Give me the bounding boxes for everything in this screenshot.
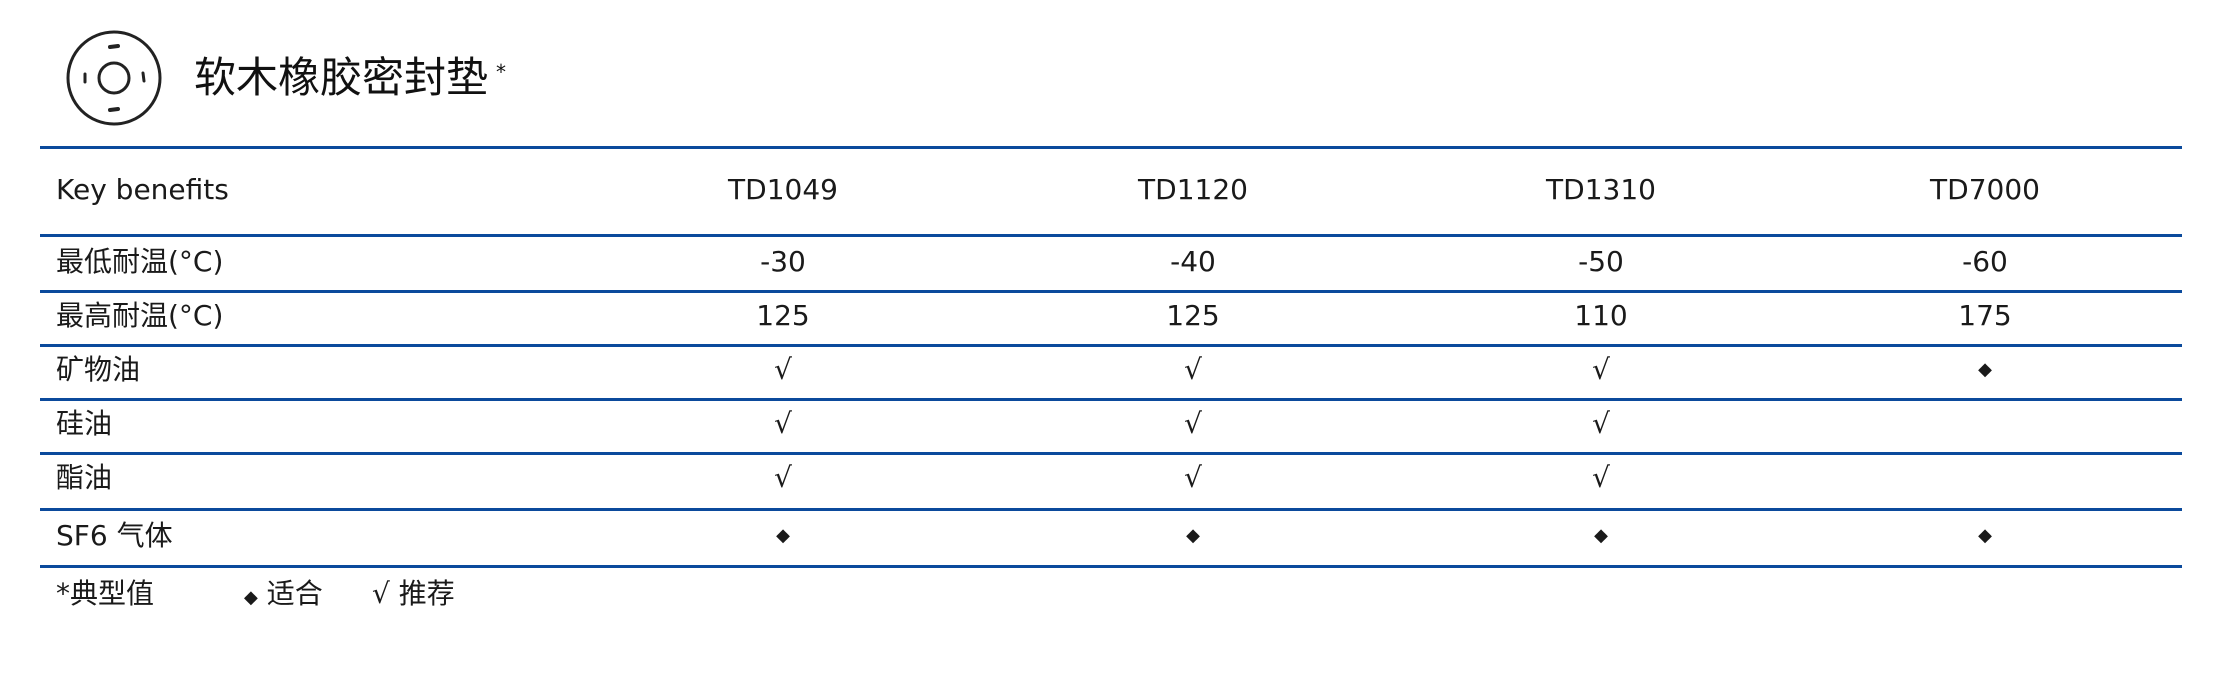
- diamond-icon: ◆: [776, 525, 790, 546]
- row-label: SF6 气体: [56, 519, 173, 552]
- column-header: TD1310: [1546, 173, 1656, 206]
- page-title: 软木橡胶密封垫 *: [194, 50, 506, 106]
- diamond-icon: ◆: [1978, 525, 1992, 546]
- table-rule: [40, 508, 2182, 511]
- table-rule: [40, 398, 2182, 401]
- check-root-icon: √: [1184, 461, 1202, 494]
- title-footnote-mark: *: [496, 60, 507, 84]
- table-cell: -30: [760, 245, 806, 278]
- table-cell: -50: [1578, 245, 1624, 278]
- table-rule: [40, 452, 2182, 455]
- table-rule: [40, 565, 2182, 568]
- table-cell: -60: [1962, 245, 2008, 278]
- table-cell: 110: [1574, 299, 1628, 332]
- legend-suitable: ◆ 适合: [244, 574, 323, 618]
- table-cell: 125: [1166, 299, 1220, 332]
- check-root-icon: √: [1184, 353, 1202, 386]
- check-root-icon: √: [774, 407, 792, 440]
- check-root-icon: √: [372, 577, 390, 610]
- column-header: TD1120: [1138, 173, 1248, 206]
- diamond-icon: ◆: [1594, 525, 1608, 546]
- table-rule: [40, 290, 2182, 293]
- legend-note: *典型值: [56, 577, 155, 610]
- column-header: TD7000: [1930, 173, 2040, 206]
- row-label: 最低耐温(°C): [56, 245, 224, 278]
- table-cell: -40: [1170, 245, 1216, 278]
- check-root-icon: √: [1184, 407, 1202, 440]
- table-cell: 175: [1958, 299, 2012, 332]
- column-header: TD1049: [728, 173, 838, 206]
- row-label: 矿物油: [56, 353, 141, 386]
- row-label: 硅油: [56, 407, 113, 440]
- gasket-icon: [66, 30, 162, 126]
- diamond-icon: ◆: [1978, 359, 1992, 380]
- check-root-icon: √: [774, 461, 792, 494]
- legend-recommended: √ 推荐: [372, 574, 455, 614]
- legend-recommended-label: 推荐: [398, 577, 455, 610]
- table-rule: [40, 344, 2182, 347]
- check-root-icon: √: [1592, 353, 1610, 386]
- row-label: 酯油: [56, 461, 113, 494]
- diamond-icon: ◆: [1186, 525, 1200, 546]
- check-root-icon: √: [1592, 407, 1610, 440]
- check-root-icon: √: [774, 353, 792, 386]
- legend-suitable-label: 适合: [266, 577, 323, 610]
- check-root-icon: √: [1592, 461, 1610, 494]
- column-header-key-benefits: Key benefits: [56, 173, 229, 206]
- title-text: 软木橡胶密封垫: [194, 53, 489, 102]
- table-rule: [40, 146, 2182, 149]
- row-label: 最高耐温(°C): [56, 299, 224, 332]
- table-rule: [40, 234, 2182, 237]
- table-cell: 125: [756, 299, 810, 332]
- diamond-icon: ◆: [244, 587, 258, 608]
